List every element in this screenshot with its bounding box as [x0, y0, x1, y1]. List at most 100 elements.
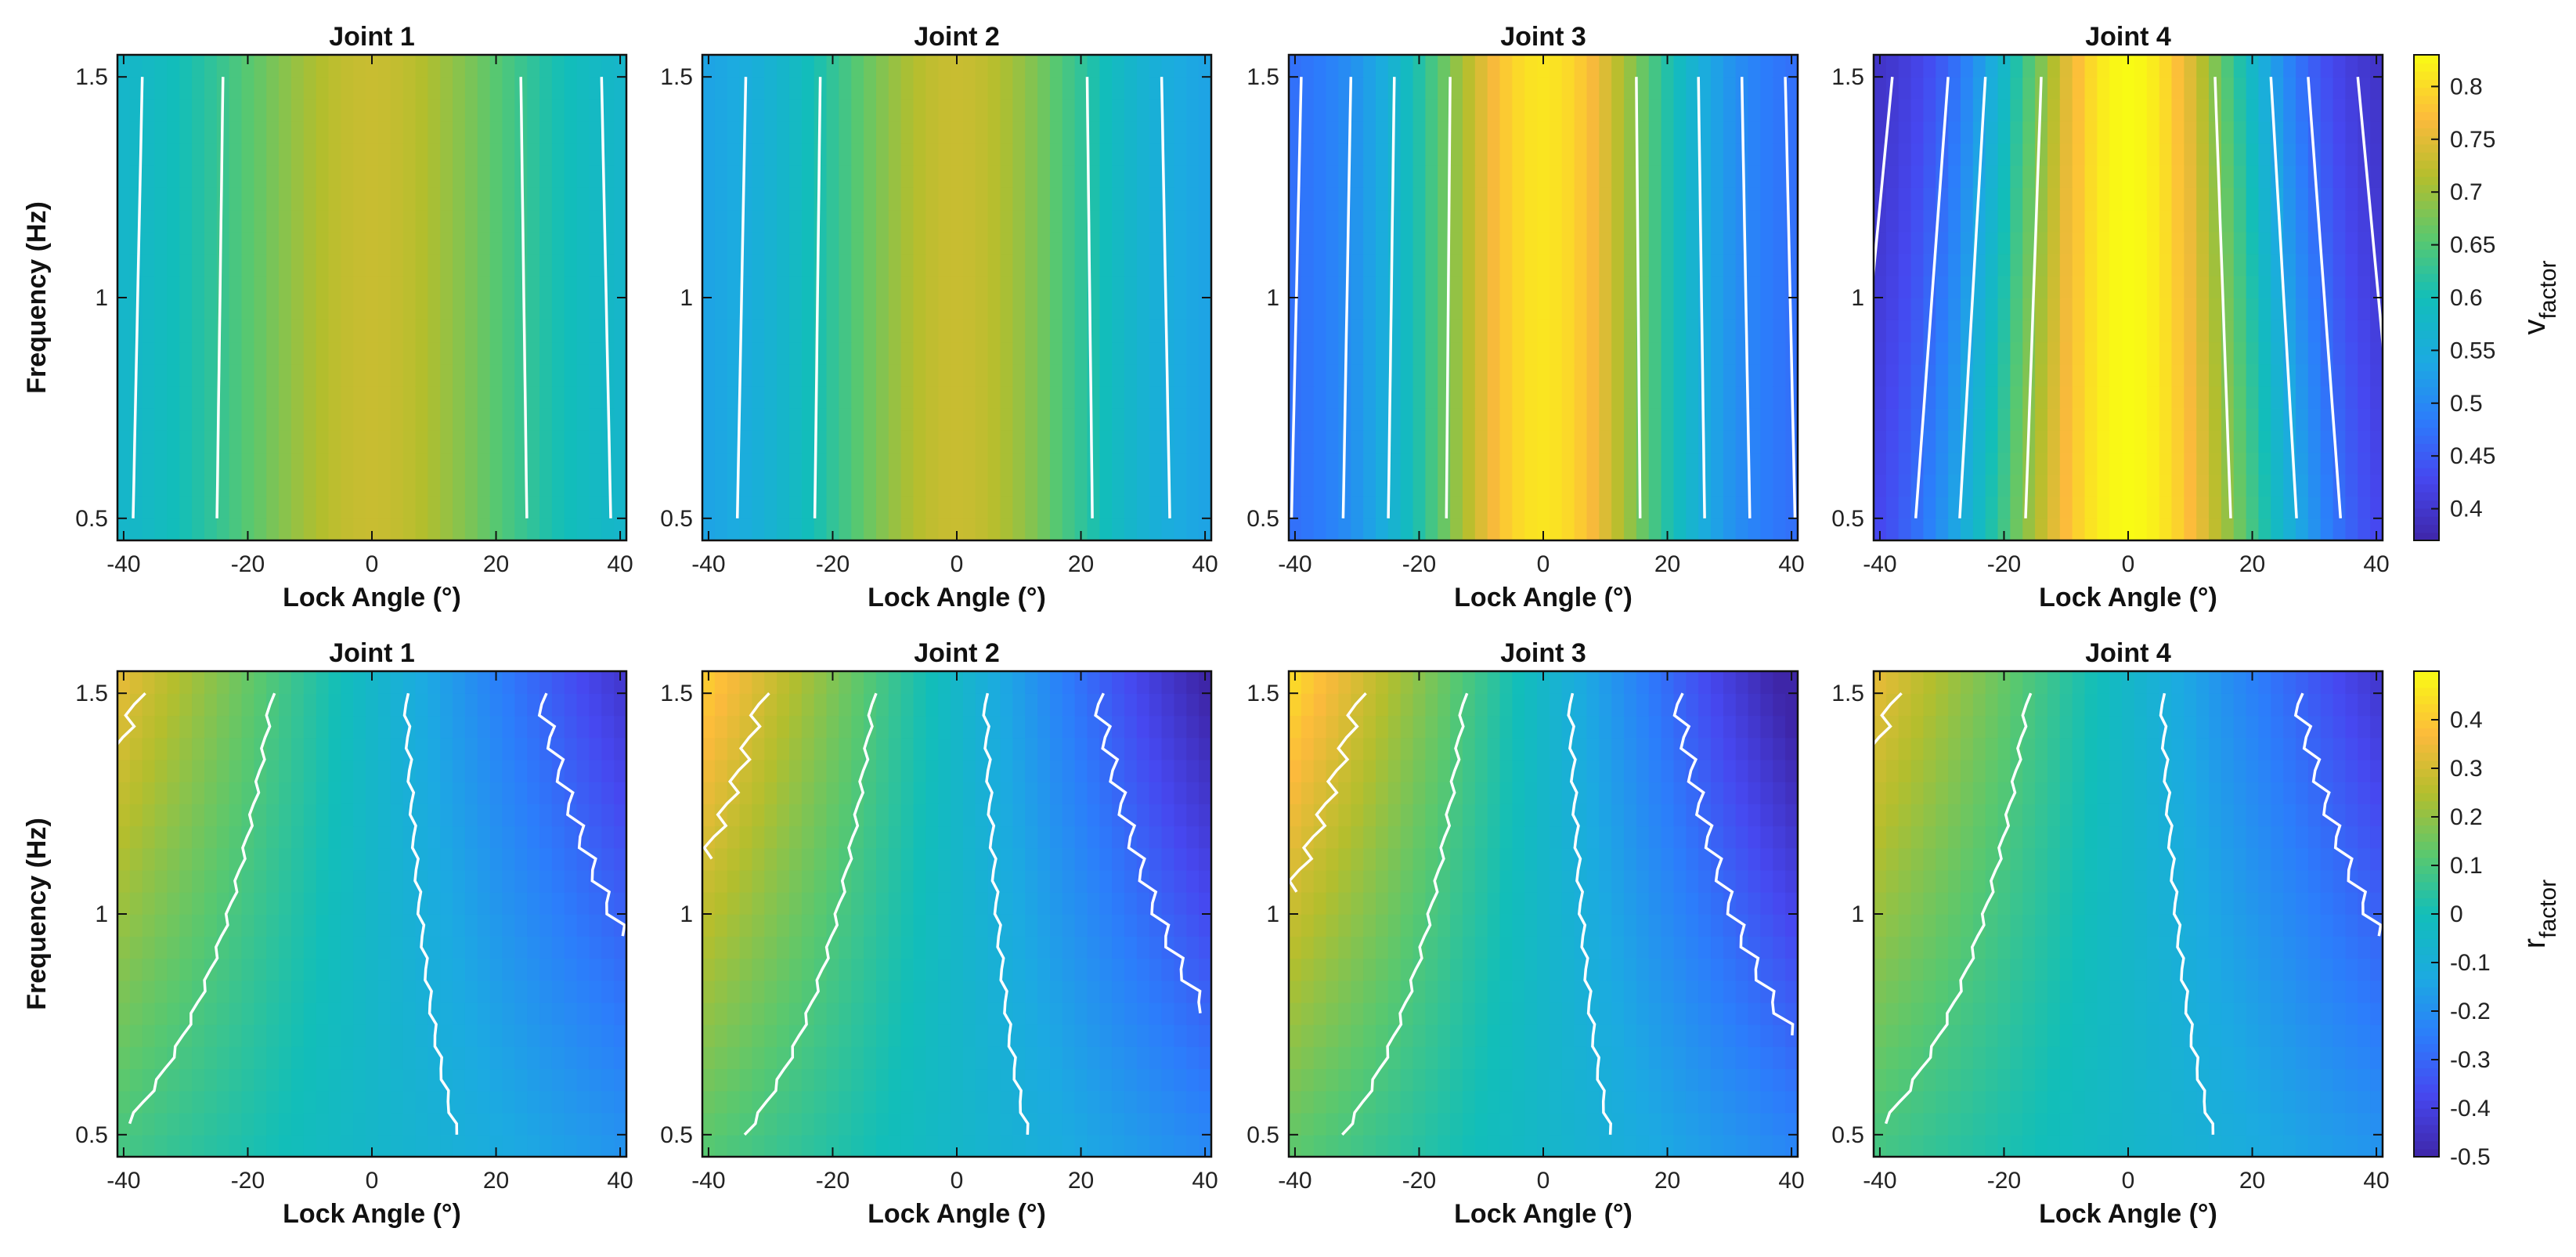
heatmap-cell [788, 452, 803, 475]
heatmap-cell [1363, 452, 1376, 475]
heatmap-cell [564, 385, 578, 409]
heatmap-cell [1301, 187, 1315, 211]
heatmap-cell [1289, 452, 1302, 475]
heatmap-cell [2022, 55, 2036, 78]
heatmap-cell [1112, 430, 1125, 453]
heatmap-cell [1537, 143, 1550, 166]
heatmap-cell [888, 231, 902, 255]
heatmap-cell [1537, 452, 1550, 475]
heatmap-cell [1136, 1046, 1150, 1070]
heatmap-cell [2246, 518, 2260, 541]
heatmap-cell [1301, 143, 1315, 166]
heatmap-cell [614, 1134, 627, 1158]
heatmap-cell [1474, 474, 1488, 497]
heatmap-cell [1087, 452, 1101, 475]
heatmap-cell [1025, 474, 1038, 497]
heatmap-cell [975, 187, 989, 211]
heatmap-cell [489, 869, 503, 893]
heatmap-cell [1375, 385, 1389, 409]
heatmap-cell [2134, 121, 2148, 144]
heatmap-cell [179, 452, 193, 475]
heatmap-cell [1648, 452, 1662, 475]
heatmap-cell [428, 187, 441, 211]
heatmap-cell [1997, 430, 2011, 453]
heatmap-cell [1375, 253, 1389, 276]
heatmap-cell [1387, 209, 1402, 233]
heatmap-cell [353, 385, 366, 409]
heatmap-cell [502, 869, 516, 893]
heatmap-cell [1599, 164, 1612, 188]
heatmap-cell [2097, 55, 2111, 78]
heatmap-cell [1773, 341, 1786, 365]
heatmap-cell [576, 518, 590, 541]
heatmap-cell [1487, 518, 1501, 541]
heatmap-cell [2221, 77, 2235, 100]
heatmap-cell [601, 55, 615, 78]
heatmap-cell [290, 914, 305, 937]
heatmap-cell [192, 275, 205, 298]
heatmap-cell [1099, 1002, 1113, 1025]
heatmap-cell [1301, 77, 1315, 100]
heatmap-cell [2084, 407, 2098, 431]
heatmap-cell [415, 143, 429, 166]
heatmap-cell [502, 496, 516, 519]
heatmap-cell [1997, 187, 2011, 211]
heatmap-cell [279, 781, 292, 804]
heatmap-cell [1174, 1134, 1188, 1158]
heatmap-cell [1586, 209, 1600, 233]
heatmap-cell [229, 298, 243, 320]
heatmap-cell [1923, 496, 1937, 519]
contour-line [600, 77, 612, 518]
heatmap-cell [2109, 474, 2123, 497]
heatmap-cell [826, 164, 840, 188]
heatmap-cell [241, 77, 255, 100]
heatmap-cell [229, 1046, 243, 1070]
heatmap-cell [229, 407, 243, 431]
heatmap-cell [2345, 430, 2359, 453]
heatmap-cell [1301, 55, 1315, 78]
heatmap-cell [440, 759, 453, 782]
heatmap-cell [1136, 77, 1150, 100]
heatmap-cell [2022, 143, 2036, 166]
heatmap-cell [801, 1002, 815, 1025]
heatmap-cell [2097, 518, 2111, 541]
heatmap-cell [489, 1068, 503, 1092]
heatmap-cell [464, 891, 478, 915]
heatmap-cell [1885, 209, 1900, 233]
heatmap-cell [341, 298, 355, 320]
heatmap-cell [1049, 187, 1063, 211]
heatmap-cell [702, 187, 716, 211]
heatmap-cell [589, 671, 603, 694]
heatmap-cell [353, 253, 366, 276]
heatmap-cell [2307, 320, 2322, 343]
heatmap-cell [2010, 187, 2024, 211]
heatmap-cell [1450, 209, 1463, 233]
heatmap-cell [366, 804, 379, 827]
heatmap-cell [1450, 231, 1463, 255]
heatmap-cell [1673, 363, 1687, 387]
heatmap-cell [1313, 452, 1327, 475]
heatmap-cell [913, 1068, 927, 1092]
heatmap-cell [951, 518, 964, 541]
heatmap-cell [1412, 99, 1427, 122]
heatmap-cell [366, 187, 379, 211]
heatmap-cell [975, 452, 989, 475]
heatmap-cell [1313, 164, 1327, 188]
heatmap-cell [576, 958, 590, 981]
heatmap-cell [303, 891, 317, 915]
heatmap-cell [1735, 452, 1749, 475]
heatmap-cell [129, 275, 143, 298]
heatmap-cell [204, 474, 218, 497]
heatmap-cell [229, 518, 243, 541]
heatmap-cell [2097, 452, 2111, 475]
heatmap-cell [1948, 164, 1961, 188]
heatmap-cell [913, 518, 927, 541]
heatmap-cell [1960, 55, 1974, 78]
heatmap-cell [551, 253, 565, 276]
heatmap-cell [851, 385, 864, 409]
heatmap-cell [1186, 430, 1200, 453]
heatmap-cell [167, 77, 181, 100]
heatmap-cell [229, 341, 243, 365]
heatmap-cell [2358, 474, 2371, 497]
heatmap-cell [266, 385, 280, 409]
